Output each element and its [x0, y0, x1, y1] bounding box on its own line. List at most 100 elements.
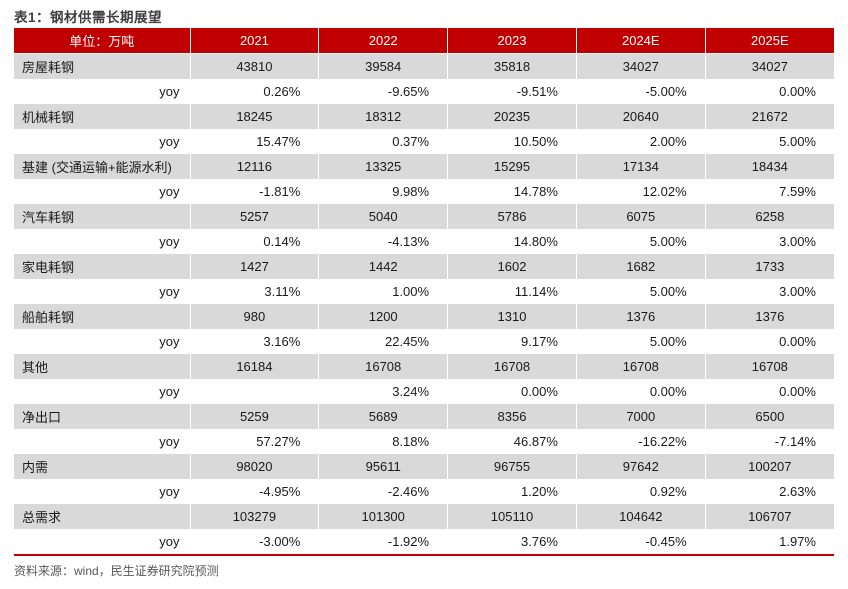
cell-value: 18312: [318, 104, 449, 129]
cell-yoy-value: 3.00%: [779, 234, 816, 249]
cell-yoy-value: 5.00%: [576, 279, 706, 304]
cell-yoy-value: 3.11%: [190, 279, 320, 304]
cell-yoy-value: -1.92%: [318, 529, 449, 555]
cell-value: 12116: [190, 154, 320, 179]
cell-value: 16708: [447, 354, 577, 379]
yoy-row: yoy -3.00% -1.92% 3.76% -0.45% 1.97%: [14, 529, 834, 555]
cell-yoy-value: 3.24%: [318, 379, 449, 404]
cell-value: 35818: [447, 53, 577, 79]
yoy-row: yoy -1.81% 9.98% 14.78% 12.02% 7.59%: [14, 179, 834, 204]
cell-yoy-value: 9.17%: [447, 329, 577, 354]
cell-value: 1427: [190, 254, 320, 279]
table-body: 房屋耗钢 43810 39584 35818 34027 34027 yoy 0.26% -9.…: [14, 53, 834, 555]
table-row: 其他 16184 16708 16708 16708 16708: [14, 354, 834, 379]
cell-value: 6500: [755, 409, 785, 424]
yoy-row: yoy -4.95% -2.46% 1.20% 0.92% 2.63%: [14, 479, 834, 504]
source-note: 资料来源：wind，民生证券研究院预测: [14, 564, 219, 578]
cell-value: 96755: [447, 454, 577, 479]
cell-value: 5259: [190, 404, 320, 429]
cell-value: 18245: [190, 104, 320, 129]
cell-value: 104642: [576, 504, 706, 529]
cell-value: 18434: [751, 159, 788, 174]
cell-value: 1310: [447, 304, 577, 329]
table-header: 单位：万吨 2021 2022 2023 2024E 2025E: [14, 28, 834, 54]
cell-value: 34027: [751, 59, 788, 74]
cell-yoy-value: 2.00%: [576, 129, 706, 154]
cell-yoy-value: 2.63%: [779, 484, 816, 499]
cell-yoy-value: 9.98%: [318, 179, 449, 204]
row-label: 家电耗钢: [14, 254, 191, 279]
cell-value: 34027: [576, 53, 706, 79]
yoy-label: yoy: [14, 229, 191, 254]
table-row: 净出口 5259 5689 8356 7000 6500: [14, 404, 834, 429]
row-label: 汽车耗钢: [14, 204, 191, 229]
table-row: 房屋耗钢 43810 39584 35818 34027 34027: [14, 53, 834, 79]
cell-yoy-value: 0.14%: [190, 229, 320, 254]
yoy-label: yoy: [14, 479, 191, 504]
cell-yoy-value: -0.45%: [576, 529, 706, 555]
cell-yoy-value: 3.00%: [779, 284, 816, 299]
cell-value: 43810: [190, 53, 320, 79]
cell-value: 101300: [318, 504, 449, 529]
yoy-label: yoy: [14, 179, 191, 204]
header-cell-unit: 单位：万吨: [14, 28, 191, 54]
cell-yoy-value: 1.97%: [779, 534, 816, 549]
yoy-row: yoy 57.27% 8.18% 46.87% -16.22% -7.14%: [14, 429, 834, 454]
cell-yoy-value: 14.78%: [447, 179, 577, 204]
cell-yoy-value: 22.45%: [318, 329, 449, 354]
cell-value: 106707: [748, 509, 792, 524]
cell-yoy-value: -1.81%: [190, 179, 320, 204]
cell-yoy-value: 0.00%: [779, 334, 816, 349]
header-cell-year: 2023: [447, 28, 577, 54]
row-label: 净出口: [14, 404, 191, 429]
cell-value: 105110: [447, 504, 577, 529]
cell-yoy-value: -4.95%: [190, 479, 320, 504]
cell-value: 8356: [447, 404, 577, 429]
cell-value: 20235: [447, 104, 577, 129]
yoy-row: yoy 0.26% -9.65% -9.51% -5.00% 0.00%: [14, 79, 834, 104]
cell-yoy-value: 5.00%: [576, 229, 706, 254]
cell-value: 5040: [318, 204, 449, 229]
cell-yoy-value: -5.00%: [576, 79, 706, 104]
cell-value: 39584: [318, 53, 449, 79]
yoy-row: yoy 3.11% 1.00% 11.14% 5.00% 3.00%: [14, 279, 834, 304]
cell-yoy-value: 3.16%: [190, 329, 320, 354]
cell-value: 20640: [576, 104, 706, 129]
cell-yoy-value: 0.00%: [779, 84, 816, 99]
cell-yoy-value: 12.02%: [576, 179, 706, 204]
table-row: 汽车耗钢 5257 5040 5786 6075 6258: [14, 204, 834, 229]
yoy-row: yoy 15.47% 0.37% 10.50% 2.00% 5.00%: [14, 129, 834, 154]
cell-yoy-value: 11.14%: [447, 279, 577, 304]
cell-value: 15295: [447, 154, 577, 179]
row-label: 内需: [14, 454, 191, 479]
yoy-label: yoy: [14, 129, 191, 154]
cell-yoy-value: 3.76%: [447, 529, 577, 555]
header-cell-year: 2025E: [705, 28, 834, 54]
cell-value: 98020: [190, 454, 320, 479]
cell-yoy-value: 5.00%: [779, 134, 816, 149]
cell-yoy-value: [190, 379, 320, 404]
cell-value: 17134: [576, 154, 706, 179]
cell-yoy-value: 8.18%: [318, 429, 449, 454]
cell-yoy-value: 1.20%: [447, 479, 577, 504]
cell-value: 1200: [318, 304, 449, 329]
cell-value: 95611: [318, 454, 449, 479]
cell-yoy-value: 0.92%: [576, 479, 706, 504]
cell-value: 1442: [318, 254, 449, 279]
header-cell-year: 2022: [318, 28, 449, 54]
cell-yoy-value: 0.37%: [318, 129, 449, 154]
cell-value: 13325: [318, 154, 449, 179]
cell-value: 1733: [755, 259, 785, 274]
cell-yoy-value: -4.13%: [318, 229, 449, 254]
cell-yoy-value: 5.00%: [576, 329, 706, 354]
table-row: 总需求 103279 101300 105110 104642 106707: [14, 504, 834, 529]
cell-value: 21672: [751, 109, 788, 124]
table-row: 船舶耗钢 980 1200 1310 1376 1376: [14, 304, 834, 329]
yoy-label: yoy: [14, 279, 191, 304]
cell-yoy-value: 10.50%: [447, 129, 577, 154]
cell-value: 16708: [751, 359, 788, 374]
yoy-label: yoy: [14, 79, 191, 104]
yoy-row: yoy 0.14% -4.13% 14.80% 5.00% 3.00%: [14, 229, 834, 254]
page-title: 表1：钢材供需长期展望: [14, 10, 163, 25]
cell-yoy-value: 46.87%: [447, 429, 577, 454]
